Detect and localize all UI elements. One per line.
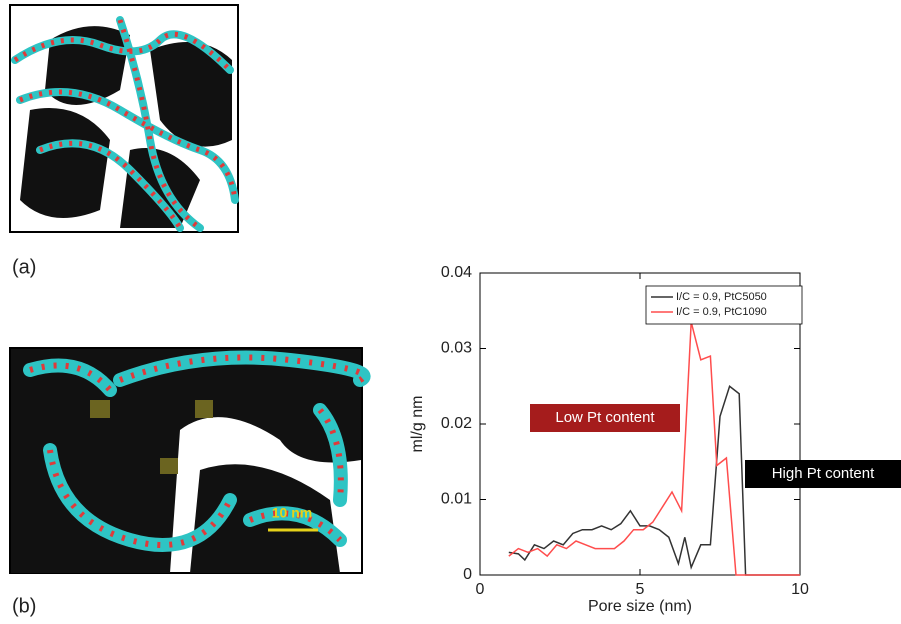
annotation-box xyxy=(530,404,680,432)
y-tick-label: 0 xyxy=(463,566,472,583)
platinum-particle xyxy=(160,458,178,474)
y-tick-label: 0.03 xyxy=(441,340,472,357)
annotation-text: Low Pt content xyxy=(555,409,655,426)
y-tick-label: 0.04 xyxy=(441,264,472,281)
y-axis-title: ml/g nm xyxy=(409,396,426,453)
annotation-box xyxy=(745,460,901,488)
x-axis-title: Pore size (nm) xyxy=(588,598,692,615)
panel-label: (b) xyxy=(12,595,36,617)
panel-b-image: 10 nm xyxy=(9,347,371,574)
platinum-particle xyxy=(90,400,110,418)
data-line xyxy=(508,321,800,576)
legend-box xyxy=(645,285,803,325)
ionomer-chains xyxy=(23,350,371,552)
x-tick-label: 10 xyxy=(791,581,809,598)
ionomer-chains xyxy=(11,16,239,232)
carbon-particles xyxy=(20,26,232,228)
annotation-text: High Pt content xyxy=(772,465,875,482)
panel-label: (a) xyxy=(12,256,36,278)
scale-label: 10 nm xyxy=(272,505,312,521)
legend-label: I/C = 0.9, PtC1090 xyxy=(676,306,767,318)
y-tick-label: 0.01 xyxy=(441,491,472,508)
x-tick-label: 0 xyxy=(476,581,485,598)
platinum-particle xyxy=(195,400,213,418)
legend-label: I/C = 0.9, PtC5050 xyxy=(676,291,767,303)
y-tick-label: 0.02 xyxy=(441,415,472,432)
chart: 0 0.01 0.02 0.03 0.04 0 5 10 Pore size (nm) ml/g … xyxy=(409,264,901,615)
x-tick-label: 5 xyxy=(636,581,645,598)
data-line xyxy=(508,384,800,576)
panel-a-image xyxy=(9,4,239,233)
